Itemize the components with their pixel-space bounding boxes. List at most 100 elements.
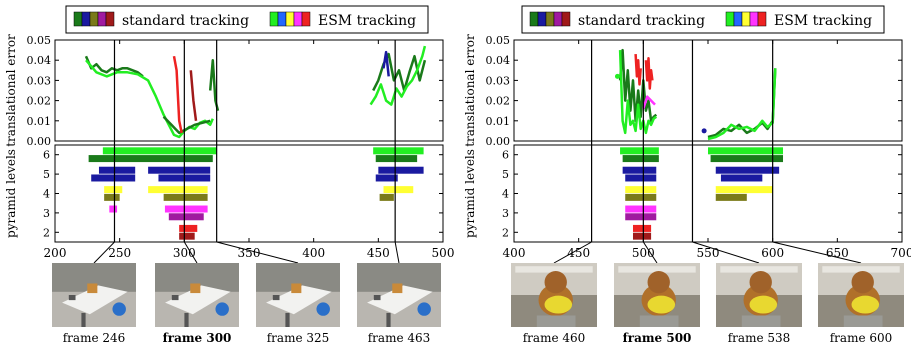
series-line: [644, 56, 654, 90]
level-bar: [98, 166, 136, 174]
x-tick-label: 650: [826, 246, 849, 260]
level-bar: [88, 155, 213, 163]
level-bar: [373, 147, 424, 155]
thumb-teddy-shirt: [749, 295, 778, 314]
level-bar: [620, 147, 659, 155]
thumbnail-image: [155, 263, 239, 327]
thumb-object: [171, 295, 179, 301]
series-line: [618, 50, 658, 135]
legend-swatch: [741, 11, 751, 27]
frame-connector: [772, 241, 862, 264]
thumb-desk-leg: [81, 312, 86, 327]
legend-swatch: [301, 11, 311, 27]
level-bar: [715, 186, 773, 194]
legend-swatch: [285, 11, 295, 27]
legend-box: [521, 5, 885, 34]
thumb-globe: [417, 302, 431, 316]
frame-connector: [394, 241, 400, 264]
level-bar: [104, 186, 123, 194]
thumbnail-image: [818, 263, 904, 327]
x-tick-label: 200: [44, 246, 67, 260]
level-bar: [148, 166, 211, 174]
level-tick-label: 6: [502, 149, 509, 162]
chart-panel-2: standard tracking ESM tracking 0.00 0.01 0.0…: [463, 5, 911, 344]
y-tick-label: 0.00: [27, 135, 52, 148]
level-bar: [715, 166, 780, 174]
thumbnail-caption: frame 463: [368, 331, 431, 344]
legend-label: standard tracking: [578, 13, 705, 29]
thumb-teddy-shirt: [544, 295, 573, 314]
y-tick-label: 0.03: [27, 74, 52, 87]
thumb-object: [190, 283, 201, 294]
legend-swatch: [269, 11, 279, 27]
series-point: [701, 128, 707, 134]
y-tick-label: 0.00: [486, 135, 511, 148]
legend-swatch: [561, 11, 571, 27]
error-axis-label: translational error: [463, 34, 477, 147]
y-tick-label: 0.02: [486, 95, 511, 108]
levels-axis-label: pyramid levels: [4, 149, 18, 238]
level-bar: [625, 213, 657, 221]
x-tick-label: 250: [108, 246, 131, 260]
x-tick-label: 550: [697, 246, 720, 260]
thumb-desk-leg: [386, 312, 391, 327]
series-line: [172, 55, 183, 134]
legend-swatch: [553, 11, 563, 27]
y-tick-label: 0.02: [27, 95, 52, 108]
level-bar: [383, 186, 414, 194]
thumb-object: [373, 295, 381, 301]
y-tick-label: 0.05: [486, 34, 511, 47]
series-line: [369, 45, 427, 106]
level-bar: [179, 232, 195, 240]
thumbnail-image: [716, 263, 802, 327]
level-bar: [148, 186, 208, 194]
x-tick-label: 400: [302, 246, 325, 260]
frame-connector: [183, 241, 198, 264]
level-bar: [91, 174, 136, 182]
legend-label: ESM tracking: [318, 13, 416, 29]
series-line: [372, 52, 427, 92]
thumb-window: [618, 266, 696, 273]
level-tick-label: 5: [43, 168, 50, 181]
thumb-teddy-head: [647, 271, 670, 294]
x-tick-label: 400: [503, 246, 526, 260]
legend-swatch: [105, 11, 115, 27]
level-bar: [109, 205, 118, 213]
level-bar: [179, 224, 198, 232]
level-bar: [625, 174, 657, 182]
series-point: [614, 73, 620, 79]
y-tick-label: 0.04: [27, 54, 52, 67]
frame-connector: [553, 241, 592, 264]
levels-axes-frame: [513, 144, 903, 243]
thumb-desk: [367, 285, 433, 315]
thumb-teddy-head: [749, 271, 772, 294]
thumb-object: [392, 283, 403, 294]
legend-swatch: [749, 11, 759, 27]
frame-connector: [216, 241, 299, 264]
frame-connector: [93, 241, 115, 264]
levels-axis-label: pyramid levels: [463, 149, 477, 238]
level-bar: [622, 155, 659, 163]
thumbnail-image: [614, 263, 700, 327]
thumbnail-caption: frame 325: [267, 331, 330, 344]
level-bar: [375, 174, 398, 182]
level-bar: [375, 155, 418, 163]
level-bar: [164, 205, 208, 213]
thumb-window: [822, 266, 900, 273]
y-tick-label: 0.01: [27, 115, 52, 128]
level-bar: [720, 174, 763, 182]
series-line: [382, 50, 390, 77]
x-tick-label: 300: [173, 246, 196, 260]
thumbnail-image: [357, 263, 441, 327]
series-line: [707, 68, 777, 141]
thumb-globe: [316, 302, 330, 316]
level-tick-label: 4: [43, 188, 50, 201]
thumb-object: [291, 283, 302, 294]
thumb-teddy-shirt: [851, 295, 880, 314]
thumb-object: [272, 295, 280, 301]
thumb-teddy-shirt: [647, 295, 676, 314]
level-bar: [715, 193, 747, 201]
series-line: [642, 95, 656, 110]
legend-label: standard tracking: [122, 13, 249, 29]
